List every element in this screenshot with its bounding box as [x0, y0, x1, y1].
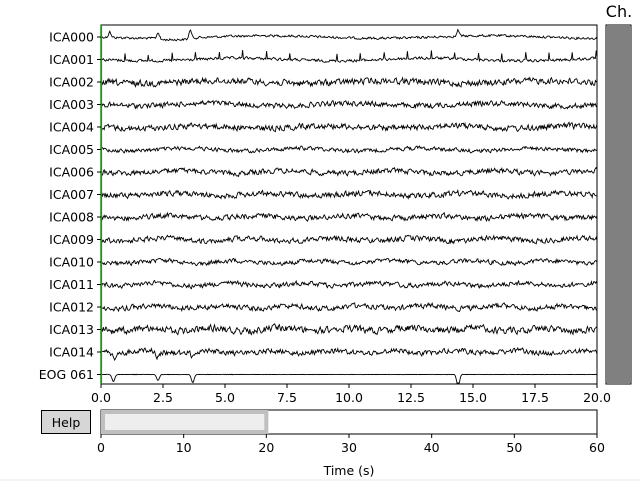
trace-line[interactable]	[100, 301, 598, 313]
channel-label[interactable]: ICA009	[49, 232, 94, 247]
trace-line[interactable]	[100, 28, 598, 42]
time-tick-label: 50	[506, 440, 522, 455]
x-tick-label: 17.5	[521, 390, 549, 405]
time-tick-label: 10	[176, 440, 192, 455]
time-axis-label: Time (s)	[323, 463, 375, 478]
channel-label[interactable]: ICA002	[49, 75, 94, 90]
time-tick-label: 20	[258, 440, 274, 455]
trace-line[interactable]	[100, 234, 598, 245]
channel-scroll-title: Ch.	[606, 2, 632, 21]
channel-scrollbar-thumb[interactable]	[607, 26, 630, 383]
main-x-ticks: 0.0 2.5 5.0 7.5 10.0 12.5 15.0 17.5 20.0	[91, 384, 611, 405]
trace-line[interactable]	[100, 76, 598, 89]
time-tick-label: 40	[424, 440, 440, 455]
channel-label[interactable]: ICA014	[49, 345, 94, 360]
channel-label[interactable]: ICA011	[49, 277, 94, 292]
traces-axes[interactable]	[100, 24, 598, 385]
trace-line[interactable]	[100, 121, 598, 133]
trace-line[interactable]	[100, 49, 598, 63]
channel-labels: ICA000 ICA001 ICA002 ICA003 ICA004 ICA005 ICA0…	[39, 30, 101, 382]
trace-line[interactable]	[100, 145, 598, 154]
x-tick-label: 5.0	[215, 390, 235, 405]
trace-line[interactable]	[101, 373, 598, 384]
channel-label[interactable]: ICA003	[49, 97, 94, 112]
trace-line[interactable]	[100, 188, 598, 200]
channel-label[interactable]: ICA004	[49, 120, 94, 135]
time-tick-label: 60	[589, 440, 605, 455]
channel-label[interactable]: ICA012	[49, 300, 94, 315]
channel-label[interactable]: ICA010	[49, 255, 94, 270]
time-view-window[interactable]	[101, 410, 269, 434]
trace-line[interactable]	[100, 279, 598, 290]
x-tick-label: 7.5	[277, 390, 297, 405]
x-tick-label: 20.0	[583, 390, 611, 405]
channel-label[interactable]: ICA013	[49, 322, 94, 337]
trace-line[interactable]	[100, 323, 598, 336]
channel-label[interactable]: ICA001	[49, 52, 94, 67]
channel-label[interactable]: ICA008	[49, 210, 94, 225]
x-tick-label: 0.0	[91, 390, 111, 405]
x-tick-label: 12.5	[397, 390, 425, 405]
trace-line[interactable]	[100, 99, 598, 110]
channel-label[interactable]: ICA006	[49, 165, 94, 180]
trace-group	[100, 28, 598, 384]
channel-label[interactable]: ICA007	[49, 187, 94, 202]
time-tick-label: 30	[341, 440, 357, 455]
channel-label[interactable]: ICA000	[49, 30, 94, 45]
x-tick-label: 2.5	[153, 390, 173, 405]
trace-line[interactable]	[100, 166, 598, 178]
channel-label[interactable]: ICA005	[49, 142, 94, 157]
time-x-ticks: 0 10 20 30 40 50 60	[97, 434, 605, 455]
trace-line[interactable]	[100, 346, 598, 362]
trace-line[interactable]	[100, 211, 598, 223]
channel-label[interactable]: EOG 061	[39, 367, 94, 382]
help-button[interactable]: Help	[41, 410, 91, 434]
trace-line[interactable]	[100, 257, 598, 267]
x-tick-label: 10.0	[335, 390, 363, 405]
time-tick-label: 0	[97, 440, 105, 455]
x-tick-label: 15.0	[459, 390, 487, 405]
